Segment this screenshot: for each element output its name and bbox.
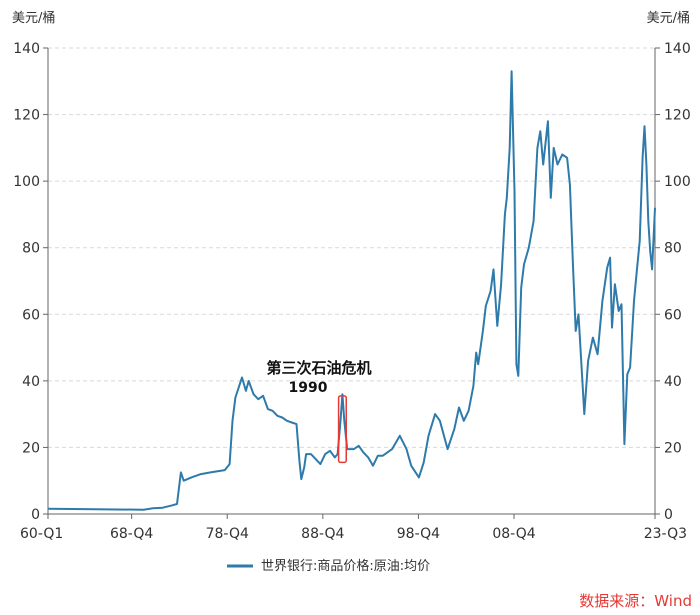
y-tick-label: 80 [22, 241, 40, 257]
y-tick-labels-left: 0 20 40 60 80 100 120 140 [13, 41, 40, 523]
x-tick-label: 68-Q4 [110, 526, 153, 542]
x-tick-label: 88-Q4 [301, 526, 344, 542]
y-tick-label: 40 [664, 374, 682, 390]
y-tick-label: 20 [664, 440, 682, 456]
annotation-year: 1990 [289, 380, 328, 396]
x-tick-label: 78-Q4 [206, 526, 249, 542]
y-tick-label: 60 [22, 307, 40, 323]
y-tick-label: 140 [664, 41, 691, 57]
x-tick-labels: 60-Q1 68-Q4 78-Q4 88-Q4 98-Q4 08-Q4 23-Q3 [20, 514, 687, 542]
x-tick-label: 23-Q3 [644, 526, 687, 542]
y-tick-label: 80 [664, 241, 682, 257]
annotation-title: 第三次石油危机 [266, 359, 371, 377]
series-line [47, 70, 656, 511]
y-tick-label: 100 [664, 174, 691, 190]
x-tick-label: 08-Q4 [492, 526, 535, 542]
y-tick-label: 20 [22, 440, 40, 456]
x-tick-label: 98-Q4 [397, 526, 440, 542]
series-group [47, 70, 656, 511]
y-tick-label: 40 [22, 374, 40, 390]
gridlines [43, 47, 660, 515]
legend[interactable]: 世界银行:商品价格:原油:均价 [227, 558, 430, 574]
y-tick-label: 0 [31, 507, 40, 523]
y-axis-unit-right: 美元/桶 [647, 11, 690, 26]
y-tick-labels-right: 0 20 40 60 80 100 120 140 [664, 41, 691, 523]
annotation-group: 第三次石油危机 1990 [266, 359, 372, 464]
y-tick-label: 0 [664, 507, 673, 523]
y-axis-unit-left: 美元/桶 [12, 11, 55, 26]
x-tick-label: 60-Q1 [20, 526, 63, 542]
y-tick-label: 100 [13, 174, 40, 190]
axes [47, 48, 656, 515]
y-tick-label: 60 [664, 307, 682, 323]
y-tick-label: 120 [13, 108, 40, 124]
legend-label: 世界银行:商品价格:原油:均价 [261, 558, 430, 574]
source-note: 数据来源：Wind [579, 592, 692, 610]
highlight-box [337, 395, 347, 464]
y-tick-label: 140 [13, 41, 40, 57]
y-tick-label: 120 [664, 108, 691, 124]
